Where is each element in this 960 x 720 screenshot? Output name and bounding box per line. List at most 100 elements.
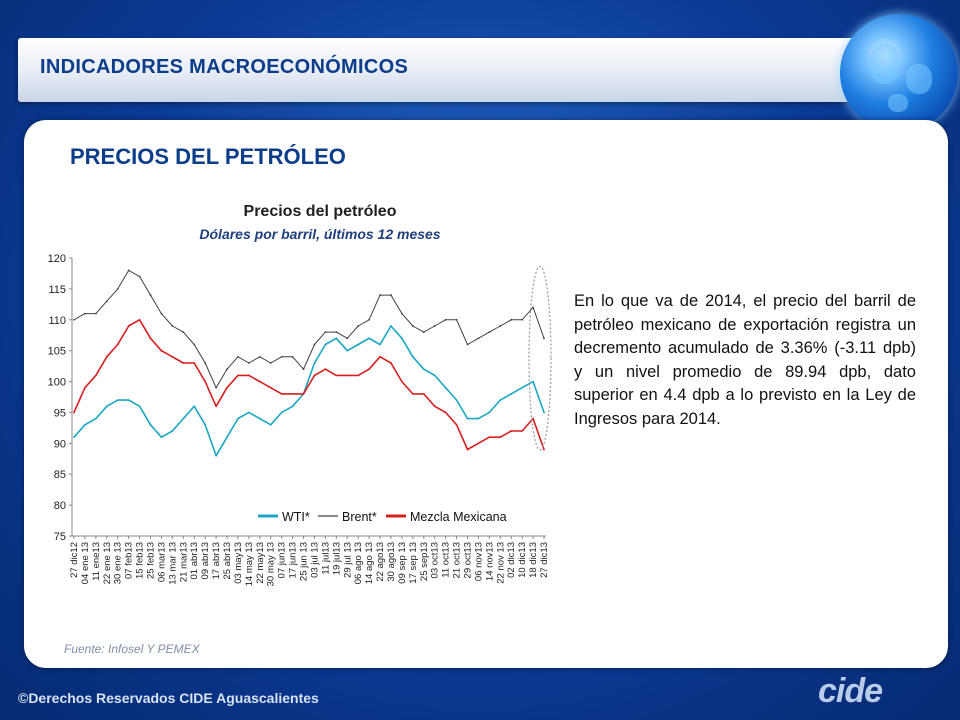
- cide-logo-text: cide: [818, 672, 883, 710]
- data-point-wti: [357, 343, 360, 346]
- x-tick-label: 14 ago 13: [364, 542, 375, 584]
- x-tick-label: 03 jul 13: [309, 542, 320, 578]
- data-point-wti: [226, 436, 228, 439]
- data-point-wti: [237, 417, 239, 420]
- data-point-wti: [499, 399, 502, 401]
- data-point-brent: [379, 294, 381, 296]
- y-tick-label: 80: [54, 500, 66, 512]
- data-point-mezcla: [455, 423, 458, 426]
- data-point-wti: [521, 386, 524, 389]
- data-point-mezcla: [521, 430, 524, 432]
- x-tick-label: 21 oct13: [452, 542, 463, 578]
- x-tick-label: 03 may13: [233, 542, 244, 584]
- data-point-wti: [291, 405, 294, 408]
- data-point-mezcla: [357, 374, 360, 377]
- y-tick-label: 85: [54, 469, 66, 481]
- data-point-brent: [226, 368, 228, 371]
- data-point-wti: [215, 454, 217, 457]
- legend-label-wti: WTI*: [282, 510, 310, 524]
- x-tick-label: 17 sep 13: [408, 542, 419, 584]
- data-point-mezcla: [444, 411, 447, 414]
- x-tick-label: 30 may 13: [266, 542, 277, 586]
- data-point-brent: [302, 368, 305, 371]
- globe-icon: [840, 14, 958, 132]
- data-point-brent: [269, 362, 272, 364]
- x-tick-label: 11 jul13: [320, 542, 331, 575]
- legend-label-mezcla: Mezcla Mexicana: [410, 510, 507, 524]
- data-point-brent: [258, 355, 261, 358]
- data-point-brent: [357, 325, 360, 327]
- data-point-brent: [291, 355, 294, 358]
- data-point-wti: [335, 337, 338, 340]
- data-point-mezcla: [160, 349, 163, 352]
- data-point-brent: [411, 325, 414, 327]
- data-point-mezcla: [215, 405, 217, 408]
- y-tick-label: 105: [48, 346, 66, 358]
- data-point-mezcla: [477, 442, 480, 445]
- data-point-mezcla: [94, 374, 97, 377]
- y-tick-label: 100: [48, 377, 66, 389]
- data-point-wti: [94, 417, 97, 420]
- data-point-wti: [444, 386, 447, 389]
- y-tick-label: 90: [54, 438, 66, 450]
- data-point-mezcla: [182, 362, 185, 364]
- data-point-wti: [160, 436, 163, 439]
- x-tick-label: 25 abr13: [222, 542, 233, 580]
- data-point-wti: [422, 368, 425, 371]
- x-tick-label: 06 nov13: [473, 542, 484, 581]
- data-point-brent: [433, 325, 436, 327]
- data-point-mezcla: [324, 368, 327, 371]
- data-point-mezcla: [258, 380, 261, 383]
- data-point-brent: [215, 386, 217, 389]
- data-point-wti: [105, 405, 108, 408]
- data-point-brent: [182, 331, 185, 334]
- content-panel: [24, 120, 948, 668]
- x-tick-label: 29 jul 13: [342, 542, 353, 578]
- x-tick-label: 13 mar 13: [167, 542, 178, 585]
- highlight-ellipse: [528, 265, 552, 451]
- data-point-brent: [105, 300, 108, 303]
- data-point-brent: [444, 318, 447, 321]
- data-point-wti: [127, 399, 130, 401]
- x-tick-label: 02 dic13: [506, 542, 517, 578]
- data-point-brent: [543, 337, 545, 340]
- data-point-wti: [477, 417, 480, 420]
- x-tick-label: 04 ene 13: [80, 542, 91, 584]
- data-point-brent: [247, 362, 250, 364]
- x-tick-label: 09 sep 13: [397, 542, 408, 584]
- data-point-wti: [488, 411, 491, 414]
- data-point-mezcla: [226, 386, 228, 389]
- data-point-mezcla: [379, 355, 381, 358]
- data-point-brent: [390, 294, 392, 296]
- y-tick-label: 110: [48, 315, 66, 327]
- data-point-wti: [379, 343, 381, 346]
- data-point-mezcla: [488, 436, 491, 439]
- data-point-mezcla: [411, 393, 414, 395]
- data-point-mezcla: [291, 393, 294, 395]
- data-point-wti: [433, 374, 436, 377]
- data-point-mezcla: [73, 411, 75, 414]
- x-tick-label: 21 mar13: [178, 542, 189, 582]
- x-tick-label: 10 dic13: [517, 542, 528, 578]
- data-point-wti: [280, 411, 283, 414]
- data-point-mezcla: [422, 393, 425, 395]
- x-tick-label: 11 ene13: [91, 542, 102, 581]
- data-point-wti: [193, 405, 196, 408]
- data-point-brent: [127, 269, 130, 272]
- data-point-brent: [466, 343, 469, 346]
- data-point-wti: [401, 337, 403, 340]
- data-point-wti: [455, 399, 458, 401]
- oil-price-chart: 75 80 85 90 95 100 105 110 115 120 27 dic12 04 ene …: [48, 253, 552, 586]
- x-tick-label: 22 ago13: [375, 542, 386, 582]
- series-line-wti: [73, 325, 545, 457]
- data-point-mezcla: [280, 393, 283, 395]
- data-point-wti: [324, 343, 327, 346]
- header-title: INDICADORES MACROECONÓMICOS: [40, 56, 409, 78]
- x-tick-label: 27 dic12: [69, 542, 80, 578]
- data-point-wti: [346, 349, 349, 352]
- x-tick-label: 11 oct13: [441, 542, 452, 578]
- x-tick-label: 25 feb13: [146, 542, 157, 579]
- data-point-mezcla: [116, 343, 119, 346]
- data-point-mezcla: [335, 374, 338, 377]
- x-tick-label: 01 abr13: [189, 542, 200, 580]
